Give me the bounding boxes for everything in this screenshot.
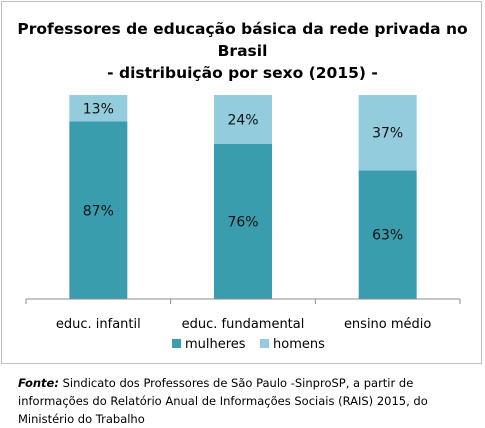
- legend-label-mulheres: mulheres: [185, 337, 246, 352]
- source-label: Fonte:: [18, 376, 59, 390]
- bar-homens-1: [69, 95, 128, 122]
- source-note: Fonte: Sindicato dos Professores de São …: [18, 374, 478, 428]
- data-label-homens-2: 24%: [227, 112, 258, 128]
- legend-label-homens: homens: [273, 337, 325, 352]
- bar-mulheres-1: [69, 121, 128, 300]
- chart-title-line2: - distribuição por sexo (2015) -: [107, 64, 378, 82]
- x-tick-label-2: educ. fundamental: [182, 317, 305, 332]
- data-label-mulheres-2: 76%: [227, 214, 258, 230]
- data-label-mulheres-1: 87%: [83, 203, 114, 219]
- chart-frame: Professores de educação básica da rede p…: [1, 1, 482, 364]
- x-tick-label-3: ensino médio: [344, 317, 431, 332]
- x-tick-label-1: educ. infantil: [56, 317, 141, 332]
- chart-title-line1: Professores de educação básica da rede p…: [17, 20, 468, 60]
- data-label-homens-3: 37%: [372, 126, 403, 142]
- data-label-mulheres-3: 63%: [372, 228, 403, 244]
- chart-title: Professores de educação básica da rede p…: [2, 18, 483, 84]
- source-text: Sindicato dos Professores de São Paulo -…: [18, 376, 428, 426]
- stacked-bar-chart: 87% 13% educ. infantil 76% 24% educ. fundamen…: [25, 95, 461, 352]
- bar-mulheres-3: [358, 170, 417, 299]
- data-label-homens-1: 13%: [83, 101, 114, 117]
- bar-homens-3: [358, 95, 417, 171]
- bar-mulheres-2: [214, 143, 272, 299]
- bar-homens-2: [214, 95, 272, 144]
- legend-swatch-homens: [260, 339, 269, 348]
- legend-swatch-mulheres: [172, 339, 181, 348]
